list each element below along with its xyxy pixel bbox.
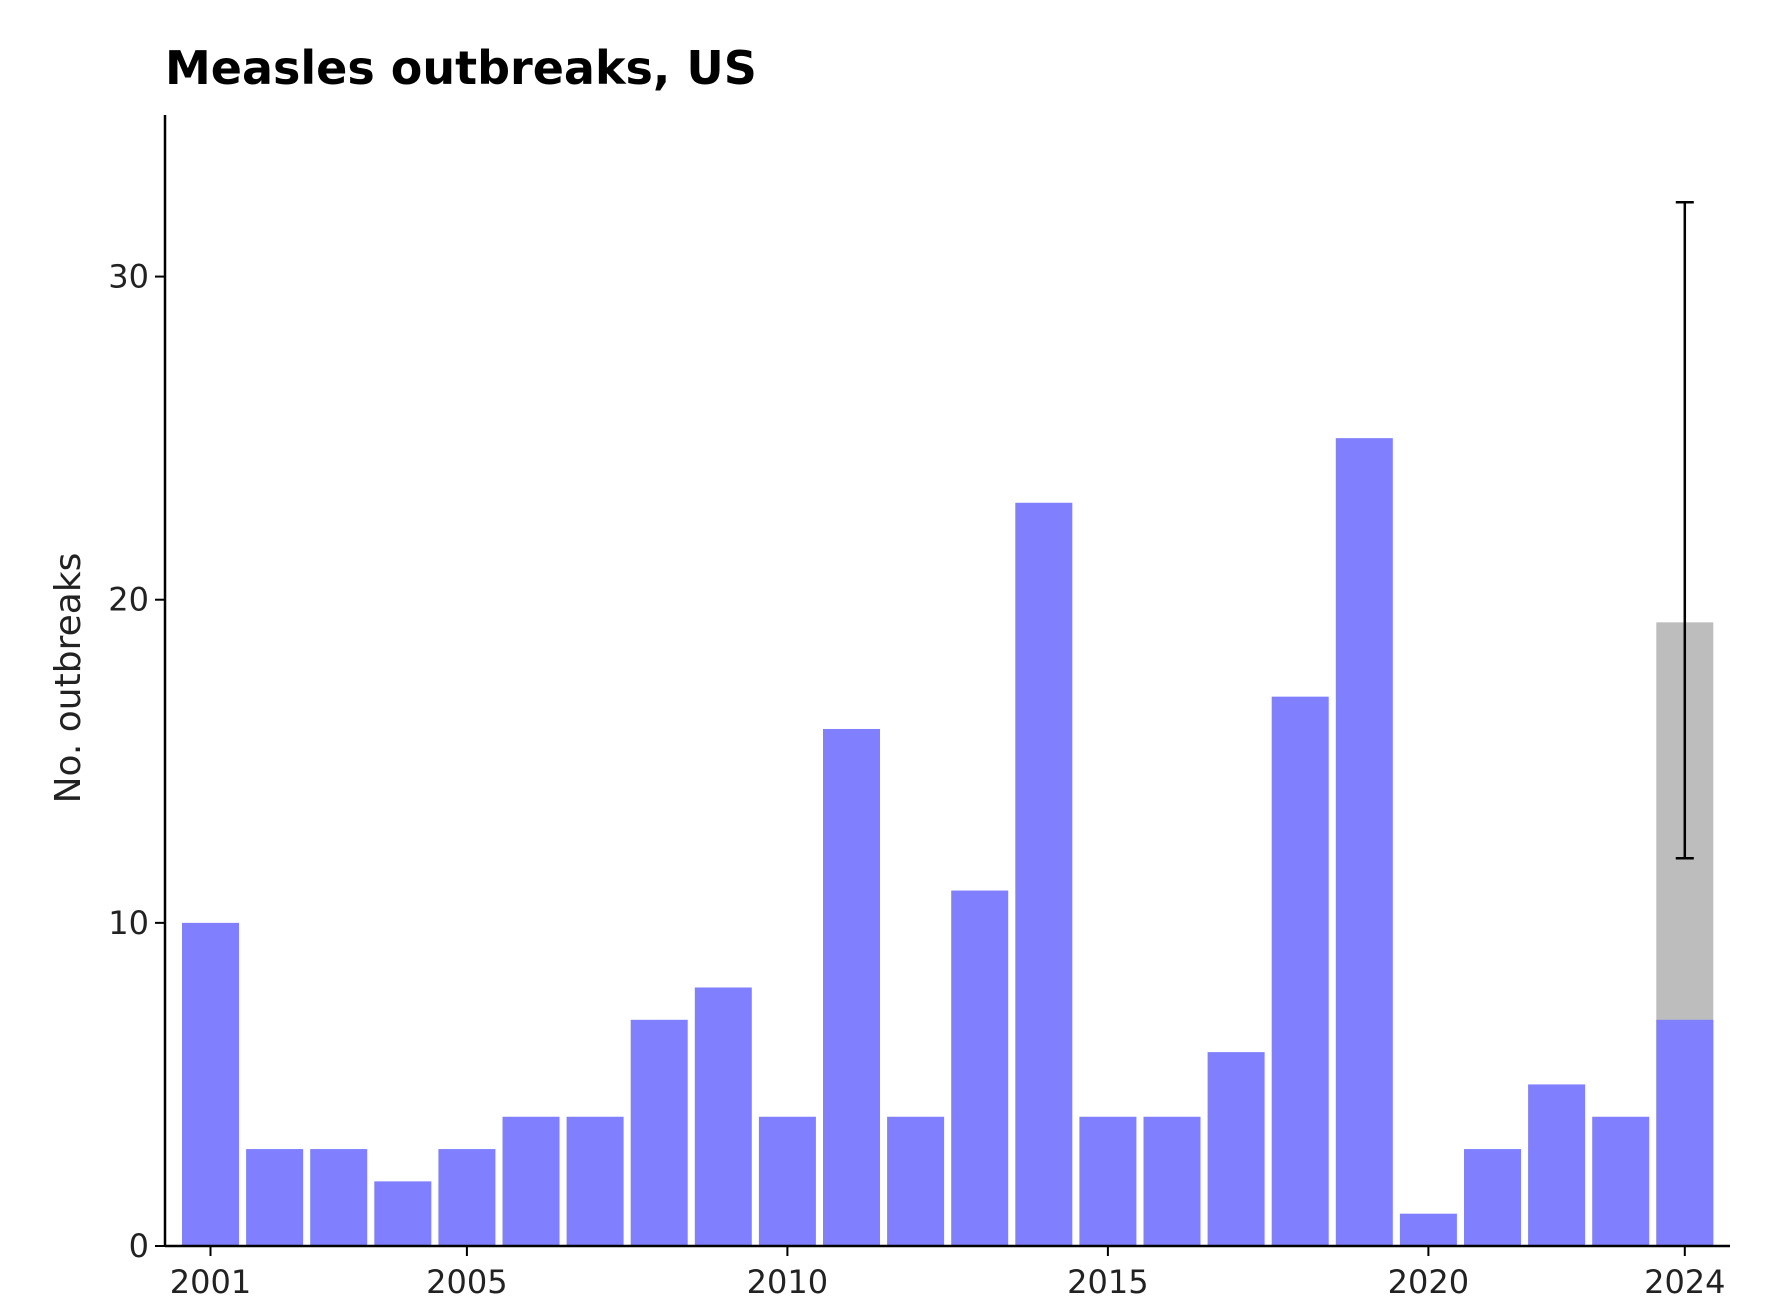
bar-2013	[951, 890, 1009, 1246]
bar-2009	[694, 987, 752, 1246]
x-tick-label-2020: 2020	[1388, 1263, 1469, 1301]
bar-2010	[758, 1116, 816, 1246]
bar-2003	[310, 1149, 368, 1246]
bar-2015	[1079, 1116, 1137, 1246]
bar-2021	[1464, 1149, 1521, 1246]
bar-2017	[1207, 1052, 1265, 1246]
bar-2022	[1528, 1084, 1586, 1246]
bar-2024	[1656, 1019, 1714, 1246]
bar-2008	[630, 1019, 688, 1246]
y-axis-ticks: 0 10 20 30	[108, 258, 165, 1265]
bar-2019	[1335, 438, 1393, 1247]
x-axis-ticks: 2001 2005 2010 2015 2020 2024	[170, 1246, 1726, 1301]
y-tick-label-30: 30	[108, 258, 149, 296]
x-tick-label-2015: 2015	[1067, 1263, 1148, 1301]
chart-title: Measles outbreaks, US	[165, 41, 757, 95]
x-tick-label-2024: 2024	[1644, 1263, 1725, 1301]
bar-2023	[1592, 1116, 1650, 1246]
bar-2004	[374, 1181, 432, 1246]
bar-2016	[1143, 1116, 1201, 1246]
bar-2005	[438, 1149, 496, 1246]
bar-2001	[182, 922, 239, 1246]
x-tick-label-2005: 2005	[426, 1263, 507, 1301]
x-tick-label-2010: 2010	[747, 1263, 828, 1301]
error-bar-layer	[1675, 200, 1694, 860]
bar-2007	[566, 1116, 624, 1246]
bar-2012	[887, 1116, 945, 1246]
bars-layer	[182, 438, 1714, 1247]
x-tick-label-2001: 2001	[170, 1263, 251, 1301]
bar-2018	[1271, 696, 1329, 1246]
bar-2020	[1399, 1213, 1457, 1246]
y-tick-label-0: 0	[129, 1227, 149, 1265]
bar-2006	[502, 1116, 560, 1246]
y-tick-label-10: 10	[108, 904, 149, 942]
bar-2014	[1015, 502, 1073, 1246]
bar-2002	[246, 1149, 304, 1246]
y-axis-label: No. outbreaks	[48, 553, 89, 804]
y-tick-label-20: 20	[108, 581, 149, 619]
bar-2011	[823, 728, 880, 1246]
